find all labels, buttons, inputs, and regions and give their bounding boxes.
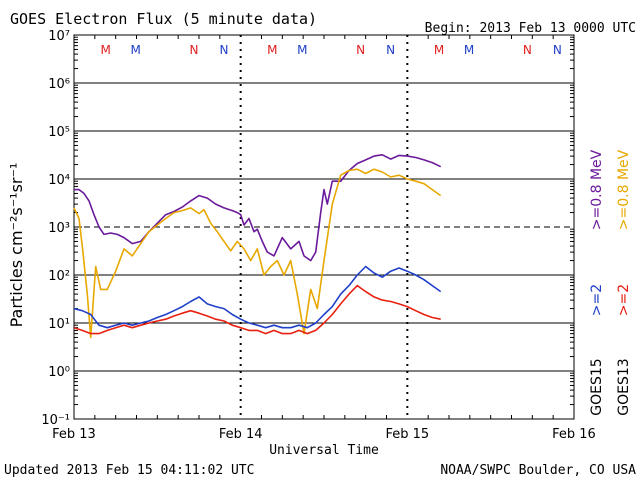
- event-marker-m: M: [130, 43, 140, 57]
- x-tick-label: Feb 15: [385, 427, 429, 442]
- y-tick-label: 10³: [48, 221, 70, 236]
- event-marker-n: N: [386, 43, 395, 57]
- event-marker-n: N: [523, 43, 532, 57]
- credit-label: NOAA/SWPC Boulder, CO USA: [440, 463, 636, 478]
- y-tick-label: 10⁻¹: [41, 413, 70, 428]
- chart-title: GOES Electron Flux (5 minute data): [10, 10, 317, 28]
- legend-label: GOES13: [616, 358, 632, 415]
- y-axis: 10⁻¹ 10⁰ 10¹ 10² 10³ 10⁴ 10⁵ 10⁶ 10⁷: [41, 29, 574, 428]
- x-tick-label: Feb 14: [219, 427, 263, 442]
- event-marker-m: M: [464, 43, 474, 57]
- y-tick-label: 10⁵: [48, 125, 70, 140]
- legend-label: >=2: [589, 284, 605, 316]
- series-goes13_high: [73, 284, 441, 335]
- series-goes15_high: [73, 265, 442, 329]
- event-marker-n: N: [190, 43, 199, 57]
- event-marker-m: M: [267, 43, 277, 57]
- legend-label: >=2: [616, 284, 632, 316]
- legend-label: >=0.8 MeV: [589, 149, 605, 230]
- series-lines: [73, 154, 442, 339]
- x-axis-label: Universal Time: [269, 443, 379, 458]
- y-tick-label: 10⁶: [48, 77, 70, 92]
- y-tick-label: 10¹: [48, 317, 70, 332]
- x-axis: Feb 13 Feb 14 Feb 15 Feb 16: [52, 35, 596, 442]
- event-marker-m: M: [297, 43, 307, 57]
- y-tick-label: 10⁰: [48, 365, 70, 380]
- legend: >=0.8 MeV >=0.8 MeV >=2 >=2 GOES15 GOES13: [589, 149, 632, 415]
- begin-label: Begin: 2013 Feb 13 0000 UTC: [425, 21, 636, 36]
- legend-label: GOES15: [589, 358, 605, 415]
- event-marker-n: N: [356, 43, 365, 57]
- event-marker-m: M: [100, 43, 110, 57]
- y-tick-label: 10⁴: [48, 173, 70, 188]
- x-tick-label: Feb 16: [552, 427, 596, 442]
- y-tick-label: 10⁷: [48, 29, 70, 44]
- updated-label: Updated 2013 Feb 15 04:11:02 UTC: [4, 463, 254, 478]
- event-marker-n: N: [553, 43, 562, 57]
- event-marker-n: N: [220, 43, 229, 57]
- y-tick-label: 10²: [48, 269, 70, 284]
- legend-label: >=0.8 MeV: [616, 149, 632, 230]
- grid-lines: [74, 35, 574, 419]
- series-goes13_mev: [73, 168, 442, 339]
- x-tick-label: Feb 13: [52, 427, 96, 442]
- y-axis-label: Particles cm⁻²s⁻¹sr⁻¹: [7, 163, 26, 328]
- series-goes15_mev: [74, 154, 442, 262]
- event-marker-m: M: [434, 43, 444, 57]
